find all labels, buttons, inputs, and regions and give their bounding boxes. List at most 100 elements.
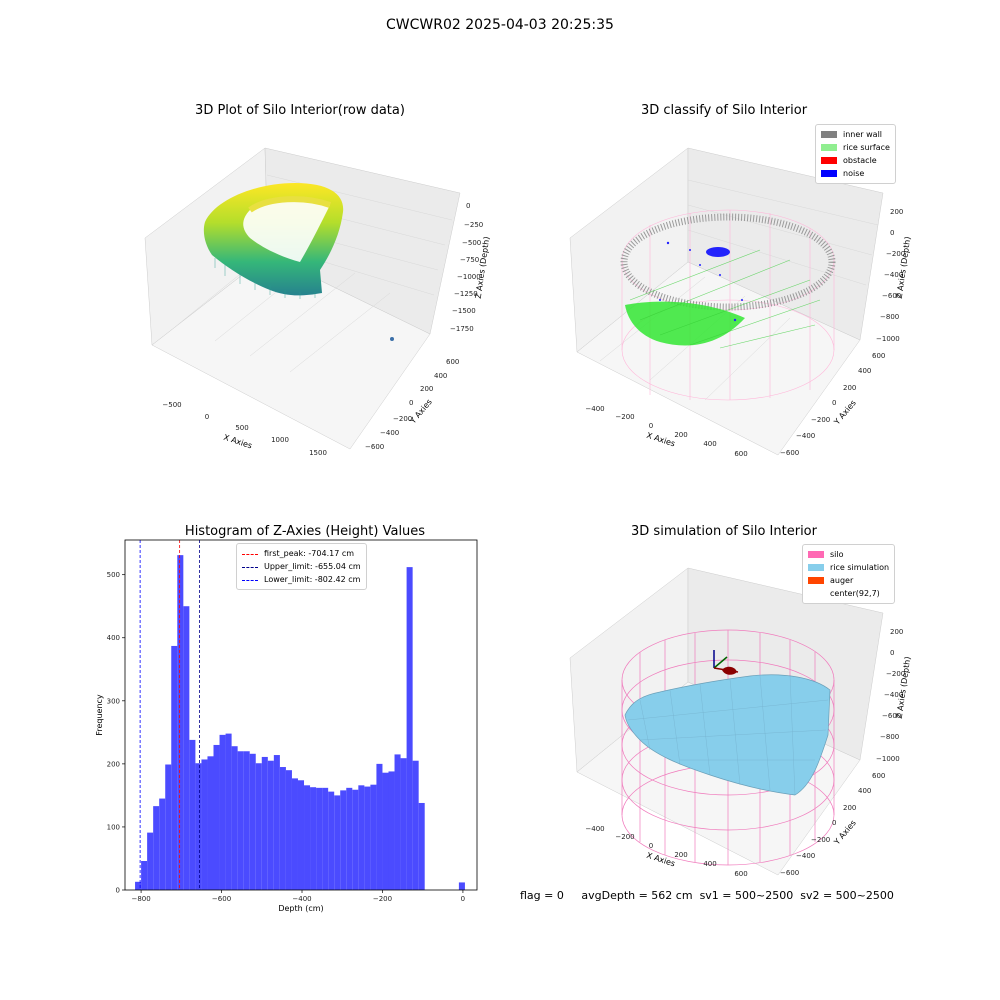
- histogram-bar-35: [346, 787, 353, 890]
- histogram-bar-27: [297, 780, 305, 890]
- histogram-bar-17: [237, 751, 244, 890]
- y-tick: −400: [380, 429, 399, 437]
- histogram-bar-22: [267, 760, 274, 890]
- y-tick: 0: [409, 399, 413, 407]
- x-tick: −400: [585, 405, 604, 413]
- legend-swatch: [242, 579, 258, 581]
- histogram-bar-31: [322, 787, 329, 890]
- sv2-value: sv2 = 500~2500: [800, 889, 894, 902]
- x-tick: 0: [205, 413, 209, 421]
- histogram-bar-13: [213, 744, 220, 890]
- histogram-frame: [124, 539, 478, 891]
- histogram-bar-47: [418, 802, 425, 890]
- sv1-value: sv1 = 500~2500: [699, 889, 794, 902]
- z-tick: 200: [890, 628, 903, 636]
- x-axis-label: X Axies: [645, 431, 676, 449]
- histogram-bar-2: [147, 832, 154, 890]
- z-tick: 0: [466, 202, 470, 210]
- raw-plot-title: 3D Plot of Silo Interior(row data): [195, 103, 405, 118]
- x-tick: −200: [615, 413, 634, 421]
- histogram-bar-32: [328, 791, 335, 890]
- legend-swatch: [242, 566, 258, 568]
- histogram-bar-44: [400, 758, 407, 890]
- z-tick: −200: [886, 250, 905, 258]
- y-axis-label: Frequency: [95, 694, 104, 736]
- y-tick: 400: [434, 372, 447, 380]
- y-tick-label: 500: [107, 571, 120, 579]
- y-tick-label: 300: [107, 697, 120, 705]
- histogram-bar-43: [394, 754, 401, 890]
- raw-3d-plot: −500 0 500 1000 1500 X Axies −600 −400 −…: [144, 147, 490, 457]
- y-tick: 0: [832, 819, 836, 827]
- histogram-bar-38: [364, 786, 371, 890]
- histogram-bar-10: [195, 763, 202, 890]
- x-tick-label: −600: [212, 895, 231, 903]
- histogram-bar-48: [458, 882, 465, 890]
- y-tick: −600: [780, 869, 799, 877]
- y-tick: 400: [858, 787, 871, 795]
- z-tick: 0: [890, 649, 894, 657]
- z-tick: 0: [890, 229, 894, 237]
- x-tick: 500: [235, 424, 248, 432]
- x-tick: 600: [734, 870, 747, 878]
- y-tick: 400: [858, 367, 871, 375]
- z-axis-label: Z Axies (Depth): [895, 656, 913, 719]
- x-axis-label: Depth (cm): [278, 904, 323, 913]
- x-tick: 0: [649, 842, 653, 850]
- x-tick: 1000: [271, 436, 289, 444]
- z-tick: −800: [880, 313, 899, 321]
- histogram-bar-39: [370, 784, 377, 890]
- legend-swatch: [821, 131, 837, 138]
- z-tick: −1000: [457, 273, 481, 281]
- legend-swatch: [821, 144, 837, 151]
- z-axis-label: Z Axies (Depth): [895, 236, 913, 299]
- legend-entry-silo: silo: [808, 548, 889, 561]
- z-tick: −400: [884, 691, 903, 699]
- center-axis-x: [713, 667, 739, 673]
- legend-entry-rice-surface: rice surface: [821, 141, 890, 154]
- y-tick: 200: [420, 385, 433, 393]
- legend-swatch: [808, 564, 824, 571]
- histogram-bar-41: [382, 772, 389, 890]
- z-tick: 200: [890, 208, 903, 216]
- histogram-bar-26: [291, 778, 298, 890]
- histogram-bar-20: [255, 763, 262, 890]
- center-axis-y: [713, 656, 728, 669]
- y-tick: 200: [843, 804, 856, 812]
- histogram-bar-0: [135, 881, 142, 890]
- histogram-bar-5: [165, 764, 172, 890]
- rice-surface-points: [625, 301, 745, 346]
- y-tick-label: 400: [107, 634, 120, 642]
- x-tick: −400: [585, 825, 604, 833]
- histogram-legend: first_peak: -704.17 cm Upper_limit: -655…: [236, 543, 367, 590]
- histogram-bar-19: [249, 753, 256, 890]
- histogram-bar-25: [285, 770, 292, 890]
- legend-entry-auger: auger: [808, 574, 889, 587]
- histogram-bar-9: [189, 739, 196, 890]
- x-tick: 400: [703, 860, 716, 868]
- histogram-bar-34: [340, 790, 347, 890]
- z-tick: −1750: [450, 325, 474, 333]
- status-footer: flag = 0 avgDepth = 562 cm sv1 = 500~250…: [520, 889, 894, 902]
- histogram-bar-29: [310, 787, 317, 890]
- y-tick: −400: [796, 432, 815, 440]
- histogram-bar-42: [388, 771, 395, 890]
- legend-swatch: [808, 590, 824, 597]
- flag-value: flag = 0: [520, 889, 564, 902]
- legend-entry-noise: noise: [821, 167, 890, 180]
- histogram-bar-40: [376, 763, 383, 890]
- histogram-bar-46: [412, 760, 419, 890]
- legend-swatch: [242, 553, 258, 555]
- x-tick-label: 0: [461, 895, 465, 903]
- x-tick: −500: [162, 401, 181, 409]
- histogram-bar-7: [177, 555, 184, 890]
- y-tick: 0: [832, 399, 836, 407]
- histogram-bar-1: [141, 860, 148, 890]
- y-tick: 600: [872, 352, 885, 360]
- x-tick: 0: [649, 422, 653, 430]
- histogram-bar-8: [183, 606, 190, 890]
- z-tick: −1250: [454, 290, 478, 298]
- inner-wall-points: [620, 213, 836, 311]
- histogram-bar-18: [243, 751, 250, 890]
- x-tick: 200: [674, 851, 687, 859]
